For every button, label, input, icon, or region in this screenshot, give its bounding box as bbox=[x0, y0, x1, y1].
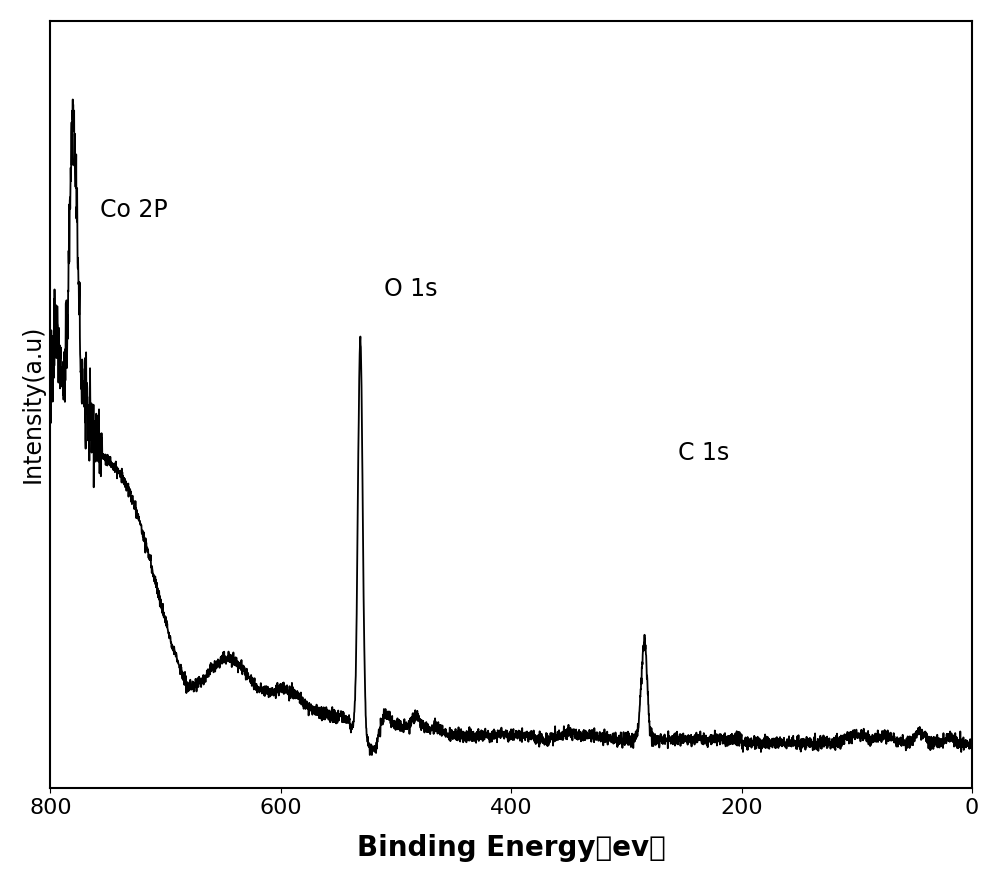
X-axis label: Binding Energy（ev）: Binding Energy（ev） bbox=[357, 834, 666, 862]
Text: O 1s: O 1s bbox=[384, 277, 438, 301]
Text: C 1s: C 1s bbox=[678, 441, 730, 465]
Y-axis label: Intensity(a.u): Intensity(a.u) bbox=[21, 325, 45, 484]
Text: Co 2P: Co 2P bbox=[100, 199, 168, 223]
